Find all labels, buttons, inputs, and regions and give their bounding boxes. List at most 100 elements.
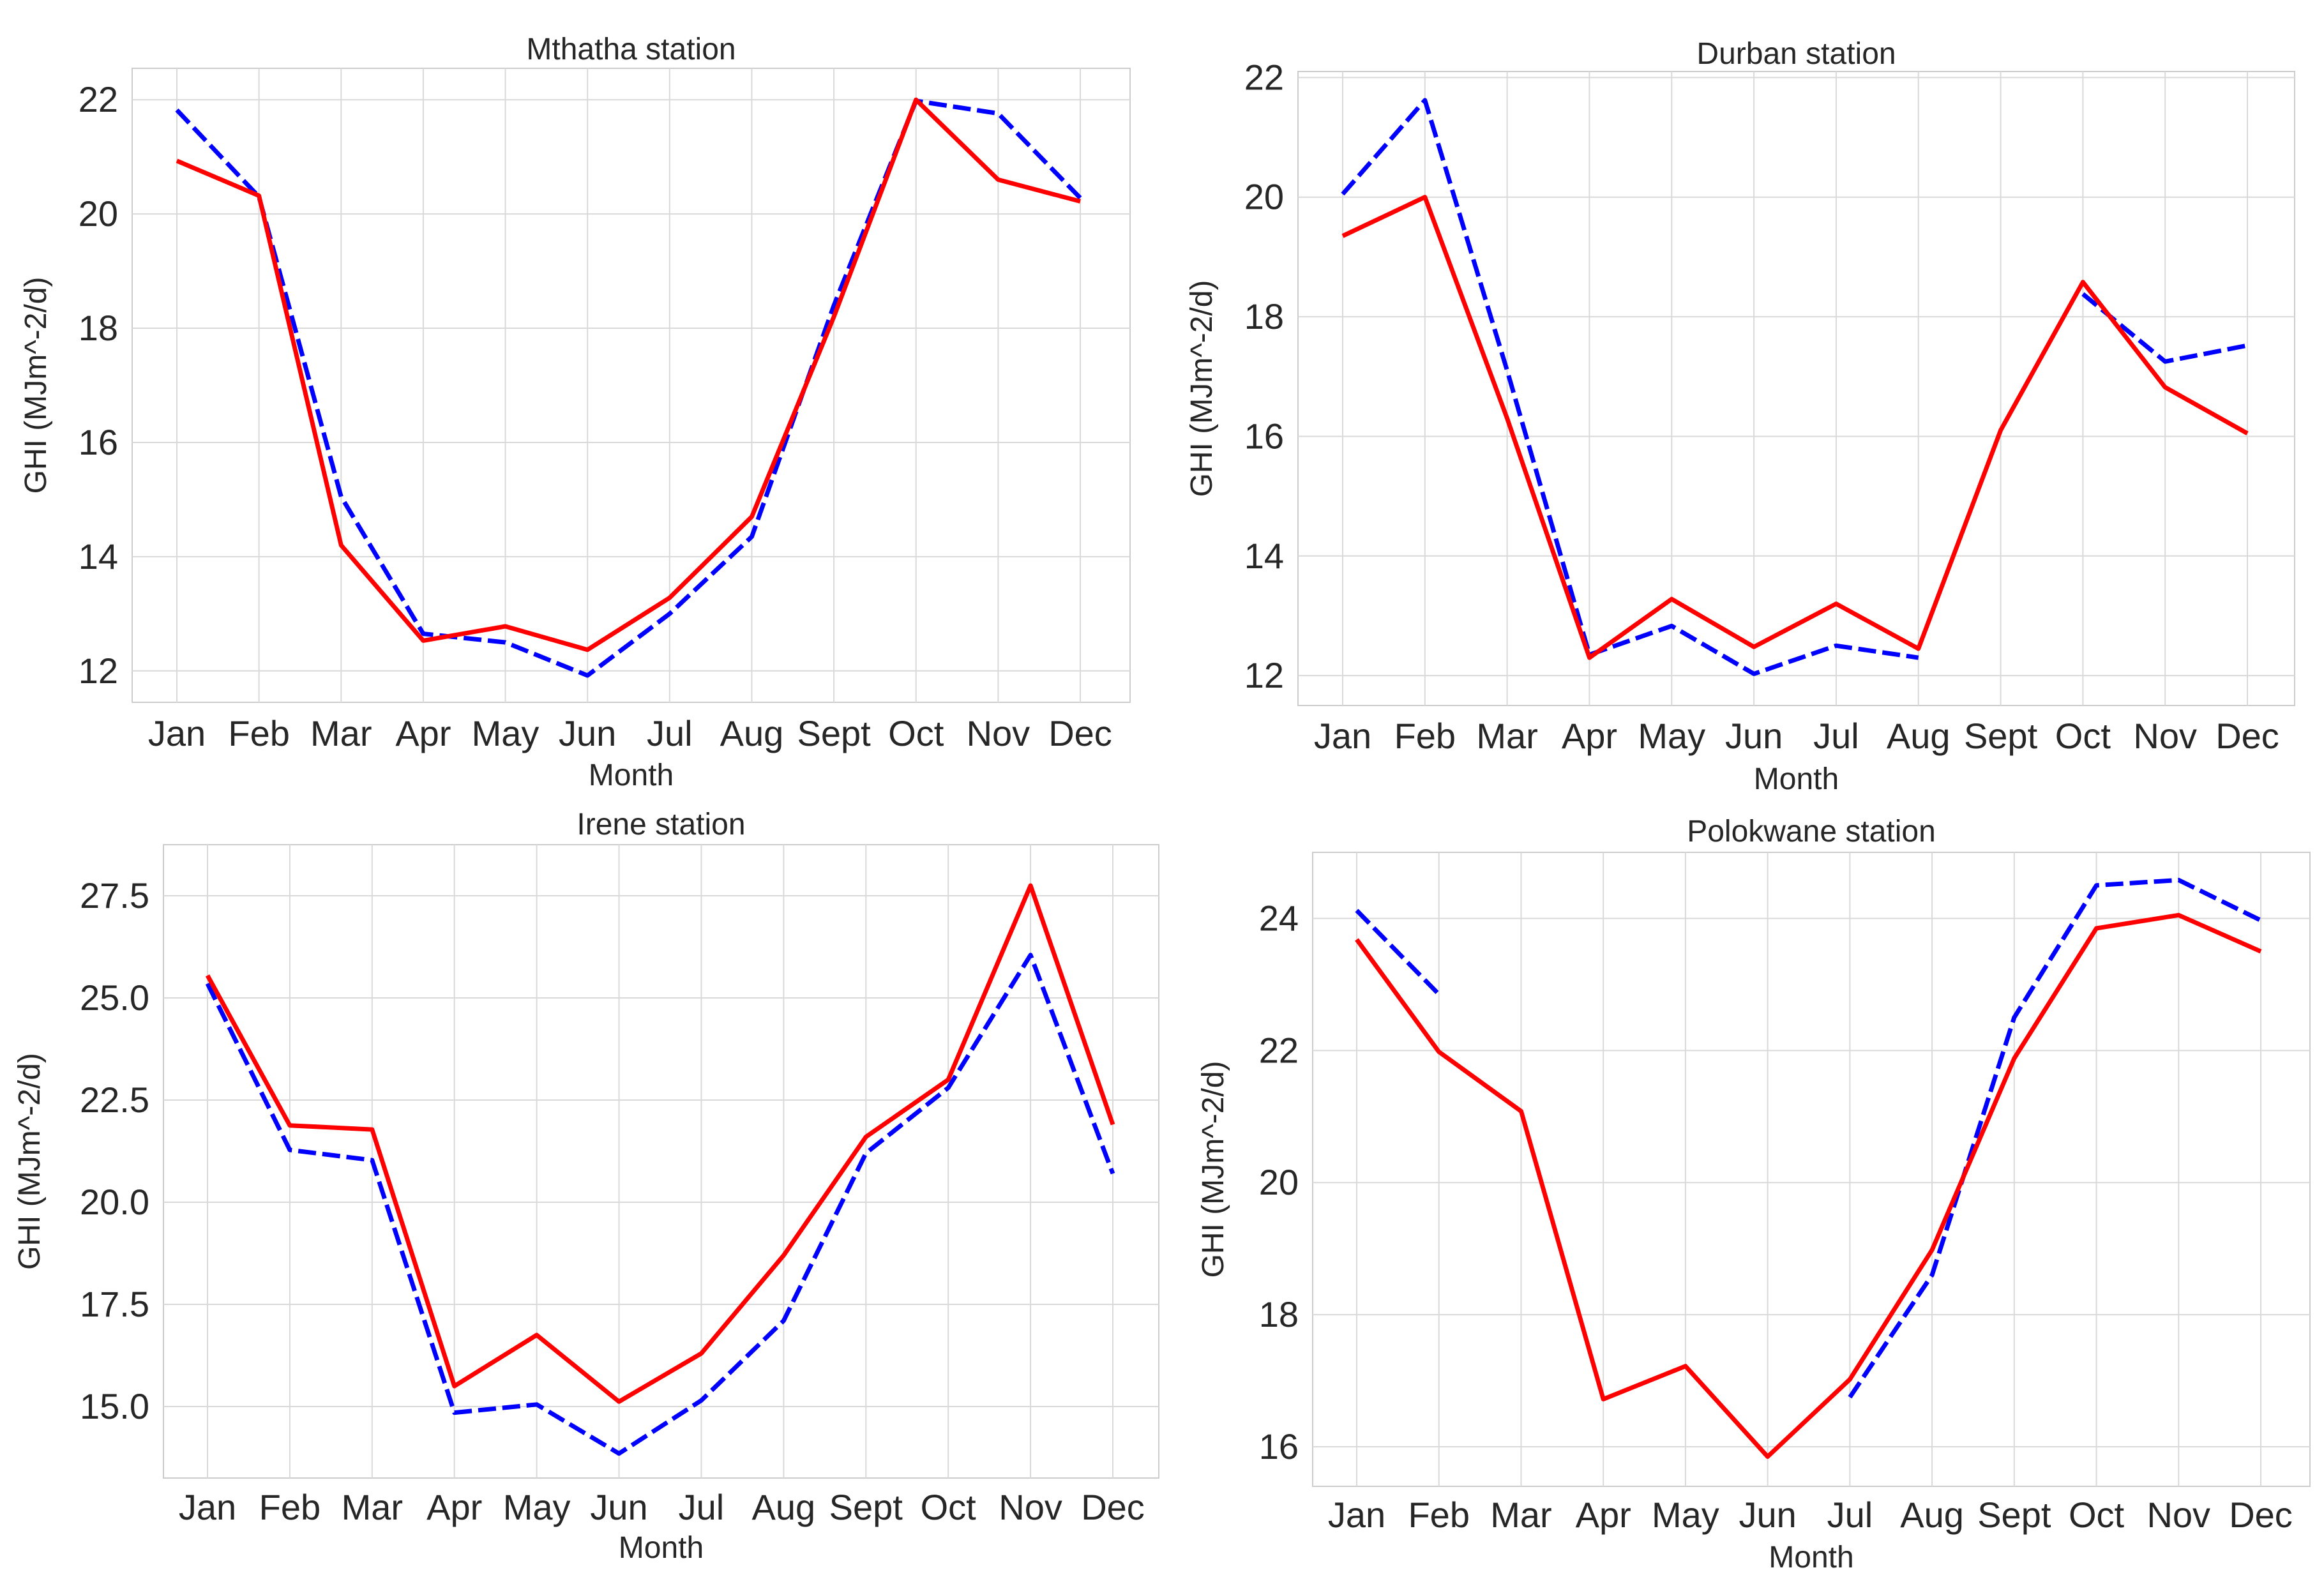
y-tick-label: 20	[79, 193, 118, 234]
y-axis-label: GHI (MJm^-2/d)	[19, 277, 53, 494]
x-tick-label: Jun	[1725, 716, 1783, 756]
x-tick-label: Oct	[921, 1487, 977, 1527]
x-tick-label: May	[472, 713, 540, 753]
y-tick-label: 12	[1244, 655, 1284, 695]
x-tick-label: Aug	[752, 1487, 816, 1527]
series-lines	[1341, 98, 2249, 676]
x-tick-label: Jun	[590, 1487, 647, 1527]
x-tick-labels: Jan Feb Mar Apr May Jun Jul Aug Sept Oct Nov Dec	[148, 713, 1112, 753]
y-tick-label: 27.5	[80, 875, 149, 916]
x-tick-label: Feb	[1408, 1495, 1470, 1535]
x-tick-label: Mar	[342, 1487, 403, 1527]
x-axis-label: Month	[589, 758, 674, 792]
x-tick-label: Jan	[148, 713, 206, 753]
x-tick-label: Feb	[259, 1487, 321, 1527]
x-tick-label: Dec	[2215, 716, 2279, 756]
x-tick-labels: Jan Feb Mar Apr May Jun Jul Aug Sept Oct Nov Dec	[179, 1487, 1145, 1527]
chart-title: Durban station	[1696, 37, 1896, 71]
y-axis-label: GHI (MJm^-2/d)	[1185, 280, 1219, 497]
x-tick-label: Oct	[888, 713, 944, 753]
chart-title: Mthatha station	[526, 33, 736, 66]
x-tick-label: Nov	[999, 1487, 1062, 1527]
chart-polokwane: Jan Feb Mar Apr May Jun Jul Aug Sept Oct Nov Dec 16…	[1196, 815, 2311, 1574]
series-line-series-1	[205, 883, 1115, 1404]
x-tick-label: Dec	[1048, 713, 1112, 753]
x-tick-label: May	[503, 1487, 571, 1527]
x-tick-label: Jun	[559, 713, 616, 753]
x-tick-label: Sept	[797, 713, 871, 753]
x-tick-label: Sept	[829, 1487, 903, 1527]
x-tick-label: May	[1652, 1495, 1719, 1535]
series-lines	[1355, 877, 2262, 1459]
x-tick-label: Jan	[1328, 1495, 1385, 1535]
gridlines	[163, 845, 1159, 1478]
y-axis-label: GHI (MJm^-2/d)	[1196, 1061, 1230, 1278]
x-tick-label: Apr	[1562, 716, 1617, 756]
x-axis-label: Month	[1754, 762, 1839, 796]
y-tick-labels: 12 14 16 18 20 22	[1244, 57, 1284, 695]
chart-mthatha: Jan Feb Mar Apr May Jun Jul Aug Sept Oct Nov Dec 12…	[19, 33, 1131, 792]
x-tick-label: Aug	[720, 713, 784, 753]
series-lines	[175, 97, 1082, 678]
x-tick-label: Sept	[1964, 716, 2038, 756]
x-tick-label: May	[1638, 716, 1705, 756]
x-tick-label: Jan	[179, 1487, 236, 1527]
x-tick-labels: Jan Feb Mar Apr May Jun Jul Aug Sept Oct Nov Dec	[1328, 1495, 2293, 1535]
y-tick-label: 22	[1244, 57, 1284, 97]
y-tick-label: 14	[79, 536, 118, 577]
x-tick-label: Sept	[1977, 1495, 2051, 1535]
x-tick-label: Apr	[426, 1487, 482, 1527]
x-tick-label: Jul	[647, 713, 693, 753]
x-tick-label: Jul	[1827, 1495, 1873, 1535]
plot-area	[132, 68, 1131, 703]
x-tick-label: Mar	[1476, 716, 1537, 756]
series-lines	[205, 883, 1115, 1456]
y-tick-label: 22.5	[80, 1080, 149, 1120]
y-axis-label: GHI (MJm^-2/d)	[13, 1053, 47, 1270]
series-line-series-1	[1355, 912, 2262, 1459]
x-tick-label: Dec	[1081, 1487, 1145, 1527]
y-tick-label: 12	[79, 651, 118, 691]
x-tick-label: Feb	[1394, 716, 1456, 756]
y-tick-label: 25.0	[80, 977, 149, 1018]
x-tick-label: Jun	[1739, 1495, 1796, 1535]
x-tick-label: Feb	[228, 713, 290, 753]
x-tick-label: Dec	[2229, 1495, 2293, 1535]
x-axis-label: Month	[1769, 1541, 1853, 1574]
x-tick-label: Aug	[1900, 1495, 1964, 1535]
y-tick-label: 14	[1244, 536, 1284, 576]
y-tick-label: 16	[1244, 416, 1284, 456]
x-tick-label: Jul	[1813, 716, 1859, 756]
series-line-series-1	[176, 97, 1081, 653]
x-tick-label: Jul	[679, 1487, 725, 1527]
x-tick-labels: Jan Feb Mar Apr May Jun Jul Aug Sept Oct Nov Dec	[1314, 716, 2279, 756]
series-line-series-2	[1355, 877, 2262, 1399]
y-tick-label: 24	[1259, 898, 1299, 938]
y-tick-label: 16	[1259, 1426, 1299, 1467]
x-tick-label: Nov	[967, 713, 1030, 753]
y-tick-label: 22	[1259, 1030, 1299, 1070]
y-tick-label: 22	[79, 79, 118, 119]
plot-area	[163, 844, 1159, 1479]
x-tick-label: Nov	[2133, 716, 2197, 756]
chart-irene: Jan Feb Mar Apr May Jun Jul Aug Sept Oct Nov Dec 15…	[13, 808, 1159, 1565]
x-tick-label: Mar	[1490, 1495, 1551, 1535]
x-tick-label: Jan	[1314, 716, 1371, 756]
y-tick-label: 18	[1244, 296, 1284, 336]
gridlines	[1298, 72, 2295, 706]
y-tick-label: 18	[1259, 1294, 1299, 1334]
series-line-series-1	[1341, 195, 2249, 660]
x-tick-label: Apr	[1576, 1495, 1631, 1535]
x-tick-label: Nov	[2147, 1495, 2210, 1535]
chart-title: Polokwane station	[1687, 815, 1936, 849]
y-tick-labels: 12 14 16 18 20 22	[79, 79, 118, 691]
plot-area	[1297, 71, 2295, 706]
y-tick-labels: 15.0 17.5 20.0 22.5 25.0 27.5	[80, 875, 149, 1426]
y-tick-label: 16	[79, 422, 118, 462]
gridlines	[1313, 852, 2310, 1486]
y-tick-label: 17.5	[80, 1284, 149, 1324]
y-tick-labels: 16 18 20 22 24	[1259, 898, 1299, 1467]
chart-durban: Jan Feb Mar Apr May Jun Jul Aug Sept Oct Nov Dec 12…	[1185, 37, 2295, 796]
x-axis-label: Month	[619, 1531, 704, 1565]
